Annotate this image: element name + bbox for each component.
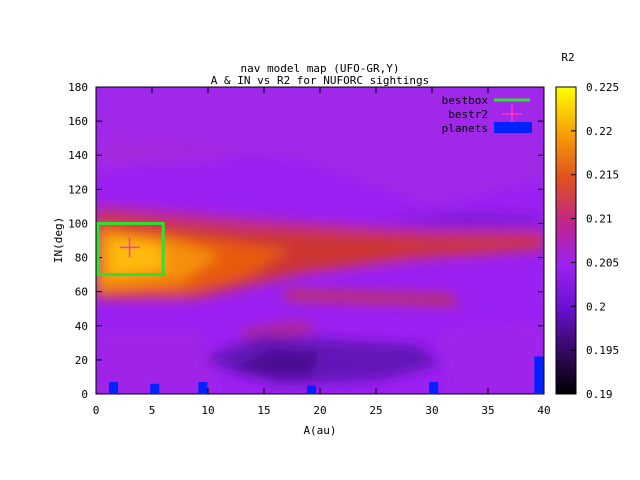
chart-subtitle: A & IN vs R2 for NUFORC sightings xyxy=(211,74,430,87)
y-tick-label: 100 xyxy=(68,217,88,230)
colorbar-tick-label: 0.215 xyxy=(586,169,619,182)
colorbar-tick-label: 0.21 xyxy=(586,213,613,226)
y-axis: 0 20 40 60 80 100 120 140 160 180 xyxy=(68,81,544,401)
colorbar-tick-label: 0.2 xyxy=(586,300,606,313)
legend-swatch-planets xyxy=(494,122,532,133)
legend-label-bestr2: bestr2 xyxy=(448,108,488,121)
x-tick-label: 35 xyxy=(481,404,494,417)
x-axis-label: A(au) xyxy=(303,424,336,437)
legend-label-bestbox: bestbox xyxy=(442,94,489,107)
x-tick-label: 40 xyxy=(537,404,550,417)
y-tick-label: 20 xyxy=(75,354,88,367)
y-axis-label: IN(deg) xyxy=(52,217,65,263)
bestbox-rect xyxy=(96,221,165,277)
y-tick-label: 140 xyxy=(68,149,88,162)
planet-bar xyxy=(429,382,439,394)
colorbar xyxy=(555,86,577,395)
planet-bar xyxy=(198,382,208,394)
planet-bar xyxy=(307,385,317,394)
x-tick-label: 15 xyxy=(257,404,270,417)
colorbar-ticks: 0.19 0.195 0.2 0.205 0.21 0.215 0.22 0.225 xyxy=(571,81,619,401)
y-tick-label: 160 xyxy=(68,115,88,128)
x-tick-label: 20 xyxy=(313,404,326,417)
y-tick-label: 80 xyxy=(75,252,88,265)
x-axis: 0 5 10 15 20 25 30 35 40 xyxy=(93,87,551,417)
colorbar-tick-label: 0.19 xyxy=(586,388,613,401)
x-tick-label: 25 xyxy=(369,404,382,417)
x-tick-label: 0 xyxy=(93,404,100,417)
colorbar-tick-label: 0.22 xyxy=(586,125,613,138)
y-tick-label: 40 xyxy=(75,320,88,333)
colorbar-tick-label: 0.195 xyxy=(586,344,619,357)
colorbar-tick-label: 0.225 xyxy=(586,81,619,94)
markers xyxy=(96,221,544,394)
y-tick-label: 0 xyxy=(81,388,88,401)
y-tick-label: 120 xyxy=(68,183,88,196)
x-tick-label: 5 xyxy=(149,404,156,417)
colorbar-label: R2 xyxy=(561,51,574,64)
y-tick-label: 180 xyxy=(68,81,88,94)
colorbar-tick-label: 0.205 xyxy=(586,256,619,269)
x-tick-label: 10 xyxy=(201,404,214,417)
planet-bar xyxy=(150,383,160,394)
x-tick-label: 30 xyxy=(425,404,438,417)
legend-label-planets: planets xyxy=(442,122,488,135)
planet-bar xyxy=(109,382,119,394)
y-tick-label: 60 xyxy=(75,286,88,299)
chart-title: nav model map (UFO-GR,Y) xyxy=(241,62,400,75)
planet-bar xyxy=(534,356,544,394)
